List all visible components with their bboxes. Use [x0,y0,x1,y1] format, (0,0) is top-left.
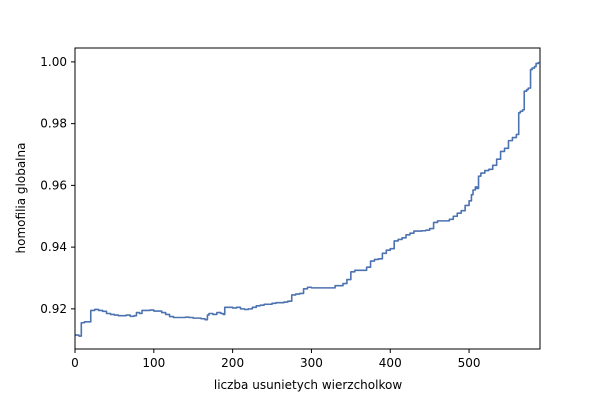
y-tick-label: 0.98 [40,117,67,131]
y-tick-label: 0.92 [40,302,67,316]
x-tick-label: 100 [142,356,165,370]
x-axis: 0 100 200 300 400 500 [71,349,481,370]
x-tick-label: 0 [71,356,79,370]
y-axis: 0.92 0.94 0.96 0.98 1.00 [40,55,75,316]
y-tick-label: 1.00 [40,55,67,69]
x-axis-label: liczba usunietych wierzcholkow [214,378,402,392]
y-tick-label: 0.96 [40,178,67,192]
plot-area [74,47,541,350]
plot-frame [74,47,541,350]
x-tick-label: 500 [458,356,481,370]
y-axis-label: homofilia globalna [14,143,28,254]
x-tick-label: 200 [221,356,244,370]
y-tick-label: 0.94 [40,240,67,254]
x-tick-label: 400 [379,356,402,370]
series-line-0 [75,61,540,337]
x-tick-label: 300 [300,356,323,370]
